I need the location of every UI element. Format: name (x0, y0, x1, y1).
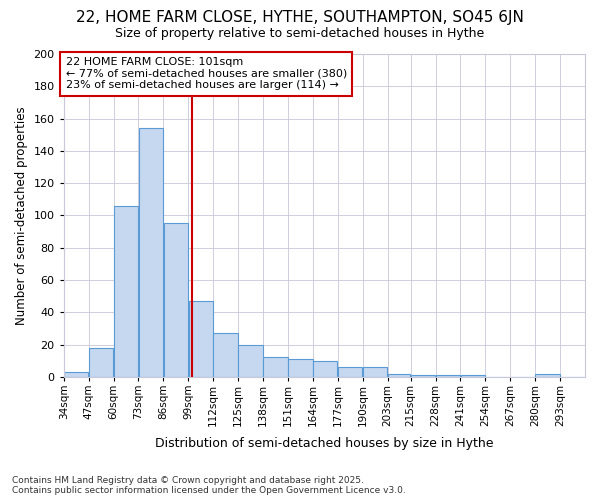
Bar (89, 348, 113, 377)
Bar (535, 374, 560, 377)
Text: Contains HM Land Registry data © Crown copyright and database right 2025.
Contai: Contains HM Land Registry data © Crown c… (12, 476, 406, 495)
Bar (461, 375, 485, 377)
Text: 22, HOME FARM CLOSE, HYTHE, SOUTHAMPTON, SO45 6JN: 22, HOME FARM CLOSE, HYTHE, SOUTHAMPTON,… (76, 10, 524, 25)
Text: 22 HOME FARM CLOSE: 101sqm
← 77% of semi-detached houses are smaller (380)
23% o: 22 HOME FARM CLOSE: 101sqm ← 77% of semi… (65, 57, 347, 90)
Bar (164, 224, 188, 377)
Bar (139, 128, 163, 377)
Text: Size of property relative to semi-detached houses in Hythe: Size of property relative to semi-detach… (115, 28, 485, 40)
Bar (263, 358, 287, 377)
Bar (436, 375, 460, 377)
Bar (313, 360, 337, 377)
Bar (114, 206, 138, 377)
Bar (288, 359, 313, 377)
Bar (238, 344, 263, 377)
Y-axis label: Number of semi-detached properties: Number of semi-detached properties (15, 106, 28, 324)
Bar (388, 374, 410, 377)
Bar (338, 367, 362, 377)
Bar (214, 333, 238, 377)
Bar (363, 367, 388, 377)
Bar (411, 375, 435, 377)
X-axis label: Distribution of semi-detached houses by size in Hythe: Distribution of semi-detached houses by … (155, 437, 494, 450)
Bar (64, 372, 88, 377)
Bar (188, 301, 213, 377)
